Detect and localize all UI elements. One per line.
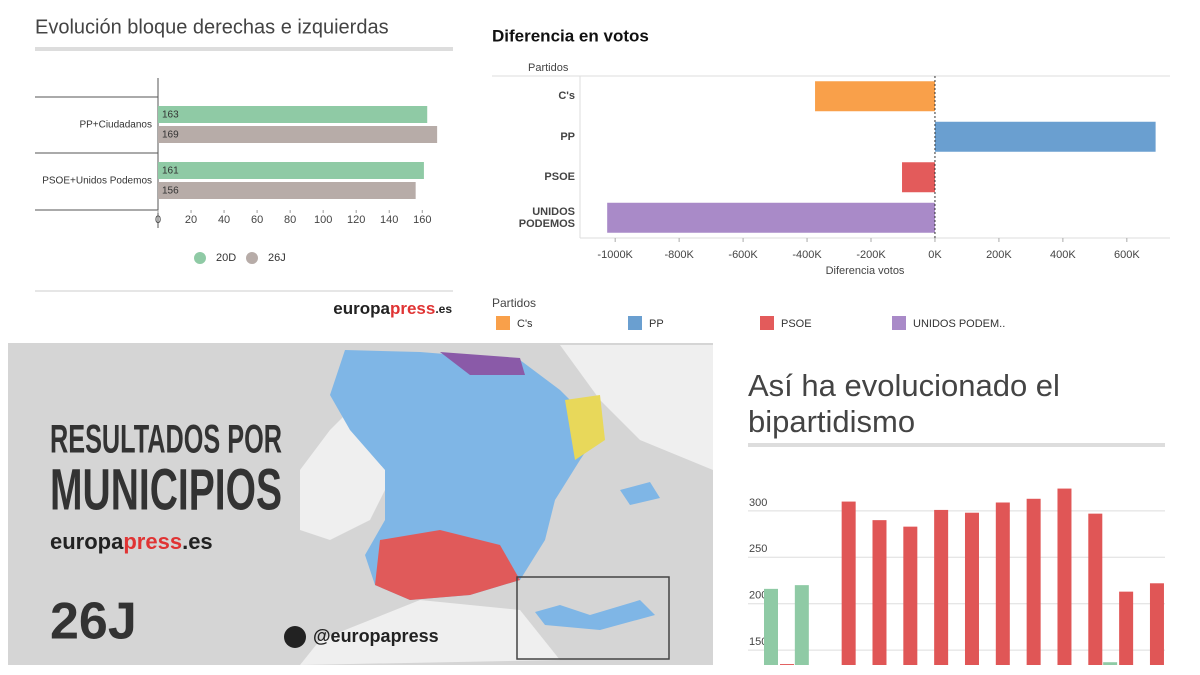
x-tick-label: 120 — [347, 214, 365, 226]
x-axis-title: Diferencia votos — [826, 265, 905, 277]
legend-label: C's — [517, 318, 533, 330]
x-tick-label: -1000K — [597, 249, 633, 261]
headline: RESULTADOS POR — [50, 418, 282, 462]
source-part: europa — [333, 299, 390, 318]
x-tick-label: 100 — [314, 214, 332, 226]
map-canary — [535, 600, 655, 630]
y-tick-label: 300 — [749, 497, 767, 509]
site-part: europa — [50, 529, 124, 554]
bar — [158, 126, 438, 143]
bar — [158, 182, 416, 199]
bar — [607, 202, 935, 233]
map-region — [440, 352, 525, 375]
bar — [1119, 591, 1134, 665]
bar — [794, 585, 809, 665]
bar — [1103, 662, 1118, 665]
bar — [780, 664, 794, 665]
map-islands — [620, 482, 660, 505]
bar — [841, 501, 856, 665]
x-tick-label: 0K — [928, 249, 942, 261]
y-tick-label: C's — [558, 90, 575, 103]
x-tick-label: -200K — [856, 249, 886, 261]
site: europapress.es — [50, 529, 213, 554]
legend-label: UNIDOS PODEM.. — [913, 318, 1005, 330]
legend-swatch — [246, 252, 258, 264]
chart-title: Diferencia en votos — [492, 26, 649, 45]
handle: @europapress — [313, 626, 439, 646]
legend-label: PP — [649, 318, 664, 330]
bar — [902, 162, 935, 193]
x-tick-label: 160 — [413, 214, 431, 226]
x-tick-label: -400K — [792, 249, 822, 261]
map-region — [565, 395, 605, 460]
bar — [158, 162, 424, 179]
bar — [964, 512, 979, 665]
site-part: .es — [182, 529, 213, 554]
source: europapress.es — [333, 299, 452, 318]
canary-inset — [516, 576, 670, 660]
y-tick-label: 150 — [749, 636, 767, 648]
x-tick-label: 80 — [284, 214, 296, 226]
legend-swatch — [628, 316, 642, 330]
x-tick-label: -600K — [728, 249, 758, 261]
x-tick-label: 600K — [1114, 249, 1140, 261]
legend-label: 26J — [268, 252, 286, 264]
y-tick-label: PSOE+Unidos Podemos — [42, 176, 152, 187]
y-axis-title: Partidos — [528, 62, 569, 74]
bar — [815, 81, 935, 112]
y-tick-label: PSOE — [544, 171, 575, 184]
legend-title: Partidos — [492, 296, 536, 310]
value-label: 169 — [162, 130, 179, 141]
legend-label: PSOE — [781, 318, 812, 330]
x-tick-label: 40 — [218, 214, 230, 226]
value-label: 161 — [162, 166, 179, 177]
legend-label: 20D — [216, 252, 236, 264]
bar — [1057, 488, 1072, 665]
value-label: 156 — [162, 186, 179, 197]
land-france — [560, 345, 713, 470]
land-africa — [300, 600, 560, 665]
legend-swatch — [496, 316, 510, 330]
x-tick-label: 200K — [986, 249, 1012, 261]
x-tick-label: 20 — [185, 214, 197, 226]
chart-title: Así ha evolucionado el bipartidismo — [748, 368, 1060, 439]
legend-swatch — [194, 252, 206, 264]
x-tick-label: 140 — [380, 214, 398, 226]
bar — [1088, 513, 1103, 665]
bar — [903, 526, 918, 665]
y-tick-label: PP+Ciudadanos — [79, 120, 152, 131]
bar — [764, 588, 778, 665]
site-part: press — [123, 529, 182, 554]
bar — [1026, 498, 1041, 665]
source-part: press — [390, 299, 435, 318]
y-tick-label: UNIDOS PODEMOS — [518, 205, 575, 230]
twitter-icon — [284, 626, 306, 648]
chart-title: Evolución bloque derechas e izquierdas — [35, 16, 389, 38]
bar — [158, 106, 428, 123]
legend-swatch — [892, 316, 906, 330]
x-tick-label: 0 — [155, 214, 161, 226]
x-tick-label: 60 — [251, 214, 263, 226]
y-tick-label: 200 — [749, 590, 767, 602]
x-tick-label: 400K — [1050, 249, 1076, 261]
source-part: .es — [435, 302, 452, 316]
bar — [934, 121, 1156, 152]
map-region — [375, 530, 520, 600]
tag: 26J — [50, 593, 137, 651]
y-tick-label: PP — [560, 130, 575, 143]
bar — [872, 520, 887, 665]
legend-swatch — [760, 316, 774, 330]
bar — [1149, 583, 1164, 665]
bar — [995, 502, 1010, 665]
headline: MUNICIPIOS — [50, 457, 282, 522]
value-label: 163 — [162, 110, 179, 121]
y-tick-label: 250 — [749, 543, 767, 555]
x-tick-label: -800K — [664, 249, 694, 261]
bar — [934, 509, 949, 665]
